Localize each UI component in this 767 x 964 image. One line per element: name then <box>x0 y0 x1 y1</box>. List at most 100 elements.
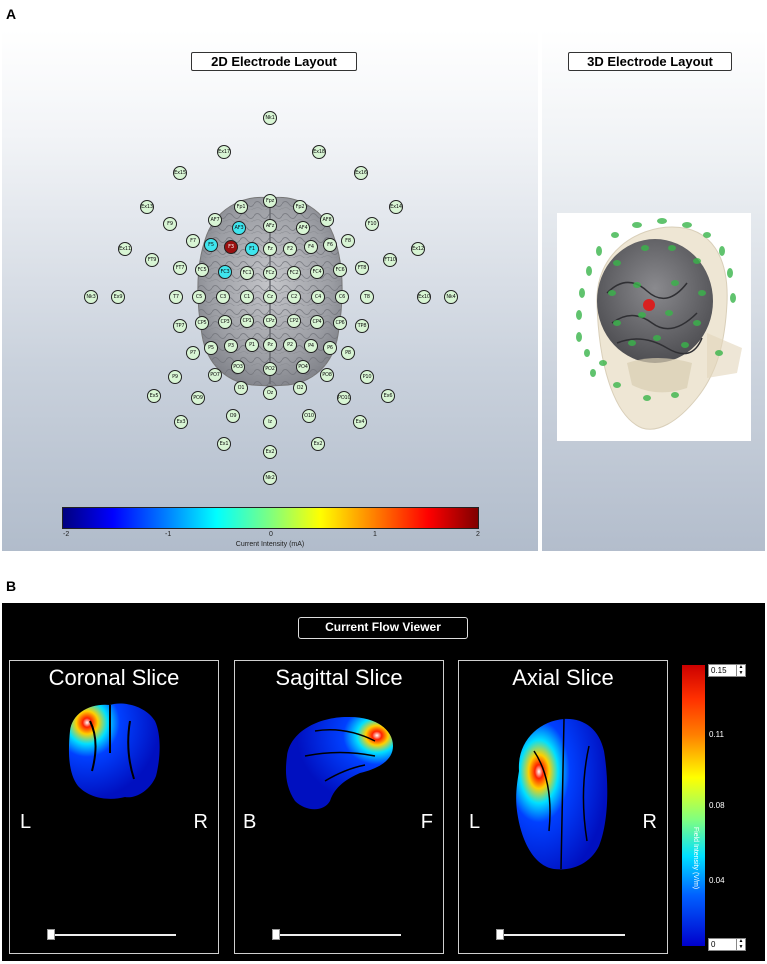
electrode-o9[interactable]: O9 <box>226 409 240 423</box>
slice-slider-track[interactable] <box>275 934 401 936</box>
electrode-fcz[interactable]: FCz <box>263 266 277 280</box>
electrode-ex3[interactable]: Ex3 <box>174 415 188 429</box>
electrode-cp5[interactable]: CP5 <box>195 316 209 330</box>
electrode-p2[interactable]: P2 <box>283 338 297 352</box>
electrode-ft10[interactable]: FT10 <box>383 253 397 267</box>
electrode-po2[interactable]: PO2 <box>263 362 277 376</box>
electrode-ex2[interactable]: Ex2 <box>263 445 277 459</box>
electrode-f10[interactable]: F10 <box>365 217 379 231</box>
electrode-p9[interactable]: P9 <box>168 370 182 384</box>
electrode-cpz[interactable]: CPz <box>263 314 277 328</box>
spin-arrows[interactable]: ▲ ▼ <box>736 938 745 950</box>
spin-up-icon[interactable]: ▲ <box>738 664 744 670</box>
electrode-af3[interactable]: AF3 <box>232 221 246 235</box>
electrode-p10[interactable]: P10 <box>360 370 374 384</box>
electrode-ex13[interactable]: Ex13 <box>140 200 154 214</box>
electrode-afz[interactable]: AFz <box>263 219 277 233</box>
electrode-cz[interactable]: Cz <box>263 290 277 304</box>
electrode-ex5[interactable]: Ex5 <box>147 389 161 403</box>
max-value-spinbox[interactable]: 0.15 ▲ ▼ <box>708 664 746 677</box>
electrode-cp3[interactable]: CP3 <box>218 315 232 329</box>
electrode-f1[interactable]: F1 <box>245 242 259 256</box>
electrode-ex18[interactable]: Ex18 <box>312 145 326 159</box>
electrode-c5[interactable]: C5 <box>192 290 206 304</box>
electrode-fc4[interactable]: FC4 <box>310 265 324 279</box>
electrode-f6[interactable]: F6 <box>323 238 337 252</box>
slice-slider-track[interactable] <box>50 934 176 936</box>
electrode-f2[interactable]: F2 <box>283 242 297 256</box>
layout-2d-view[interactable]: 2D Electrode Layout Nk1 Ex17 Ex18 Ex15 Ex16 E… <box>2 30 538 551</box>
electrode-nk4[interactable]: Nk4 <box>444 290 458 304</box>
electrode-ex15[interactable]: Ex15 <box>173 166 187 180</box>
electrode-po9[interactable]: PO9 <box>191 391 205 405</box>
layout-3d-view[interactable]: 3D Electrode Layout <box>542 30 765 551</box>
electrode-af4[interactable]: AF4 <box>296 221 310 235</box>
electrode-f8[interactable]: F8 <box>341 234 355 248</box>
electrode-fp1[interactable]: Fp1 <box>234 200 248 214</box>
electrode-fc5[interactable]: FC5 <box>195 263 209 277</box>
electrode-ex10[interactable]: Ex10 <box>417 290 431 304</box>
electrode-po7[interactable]: PO7 <box>208 368 222 382</box>
spin-arrows[interactable]: ▲ ▼ <box>736 664 745 676</box>
electrode-cp4[interactable]: CP4 <box>310 315 324 329</box>
electrode-fc1[interactable]: FC1 <box>240 266 254 280</box>
electrode-pz[interactable]: Pz <box>263 338 277 352</box>
electrode-po3[interactable]: PO3 <box>231 360 245 374</box>
electrode-ex2[interactable]: Ex2 <box>311 437 325 451</box>
electrode-iz[interactable]: Iz <box>263 415 277 429</box>
electrode-ex6[interactable]: Ex6 <box>381 389 395 403</box>
electrode-cp6[interactable]: CP6 <box>333 316 347 330</box>
electrode-f4[interactable]: F4 <box>304 240 318 254</box>
electrode-ex11[interactable]: Ex11 <box>118 242 132 256</box>
electrode-o2[interactable]: O2 <box>293 381 307 395</box>
slice-slider-handle[interactable] <box>272 929 280 940</box>
electrode-ex12[interactable]: Ex12 <box>411 242 425 256</box>
electrode-ft8[interactable]: FT8 <box>355 261 369 275</box>
electrode-c2[interactable]: C2 <box>287 290 301 304</box>
electrode-fpz[interactable]: Fpz <box>263 194 277 208</box>
electrode-c3[interactable]: C3 <box>216 290 230 304</box>
electrode-fp2[interactable]: Fp2 <box>293 200 307 214</box>
coronal-slice-view[interactable]: Coronal Slice L R <box>9 660 219 954</box>
electrode-ex4[interactable]: Ex4 <box>353 415 367 429</box>
electrode-cp2[interactable]: CP2 <box>287 314 301 328</box>
electrode-t7[interactable]: T7 <box>169 290 183 304</box>
electrode-t8[interactable]: T8 <box>360 290 374 304</box>
electrode-fz[interactable]: Fz <box>263 242 277 256</box>
sagittal-slice-view[interactable]: Sagittal Slice B F <box>234 660 444 954</box>
electrode-nk1[interactable]: Nk1 <box>263 111 277 125</box>
electrode-po8[interactable]: PO8 <box>320 368 334 382</box>
electrode-p8[interactable]: P8 <box>341 346 355 360</box>
electrode-f9[interactable]: F9 <box>163 217 177 231</box>
spin-up-icon[interactable]: ▲ <box>738 938 744 944</box>
electrode-c1[interactable]: C1 <box>240 290 254 304</box>
spin-down-icon[interactable]: ▼ <box>738 943 744 950</box>
electrode-p1[interactable]: P1 <box>245 338 259 352</box>
electrode-nk3[interactable]: Nk3 <box>84 290 98 304</box>
electrode-o1[interactable]: O1 <box>234 381 248 395</box>
electrode-c4[interactable]: C4 <box>311 290 325 304</box>
electrode-p5[interactable]: P5 <box>204 341 218 355</box>
slice-slider-handle[interactable] <box>47 929 55 940</box>
spin-down-icon[interactable]: ▼ <box>738 669 744 676</box>
electrode-ex14[interactable]: Ex14 <box>389 200 403 214</box>
electrode-fc2[interactable]: FC2 <box>287 266 301 280</box>
electrode-o10[interactable]: O10 <box>302 409 316 423</box>
electrode-ex17[interactable]: Ex17 <box>217 145 231 159</box>
electrode-p4[interactable]: P4 <box>304 339 318 353</box>
electrode-fc3[interactable]: FC3 <box>218 265 232 279</box>
electrode-f5[interactable]: F5 <box>204 238 218 252</box>
electrode-tp7[interactable]: TP7 <box>173 319 187 333</box>
axial-slice-view[interactable]: Axial Slice L R <box>458 660 668 954</box>
electrode-tp8[interactable]: TP8 <box>355 319 369 333</box>
electrode-ex16[interactable]: Ex16 <box>354 166 368 180</box>
electrode-f3[interactable]: F3 <box>224 240 238 254</box>
electrode-fc6[interactable]: FC6 <box>333 263 347 277</box>
electrode-ft7[interactable]: FT7 <box>173 261 187 275</box>
electrode-ft9[interactable]: FT9 <box>145 253 159 267</box>
electrode-p6[interactable]: P6 <box>323 341 337 355</box>
slice-slider-handle[interactable] <box>496 929 504 940</box>
slice-slider-track[interactable] <box>499 934 625 936</box>
electrode-p3[interactable]: P3 <box>224 339 238 353</box>
min-value-spinbox[interactable]: 0 ▲ ▼ <box>708 938 746 951</box>
